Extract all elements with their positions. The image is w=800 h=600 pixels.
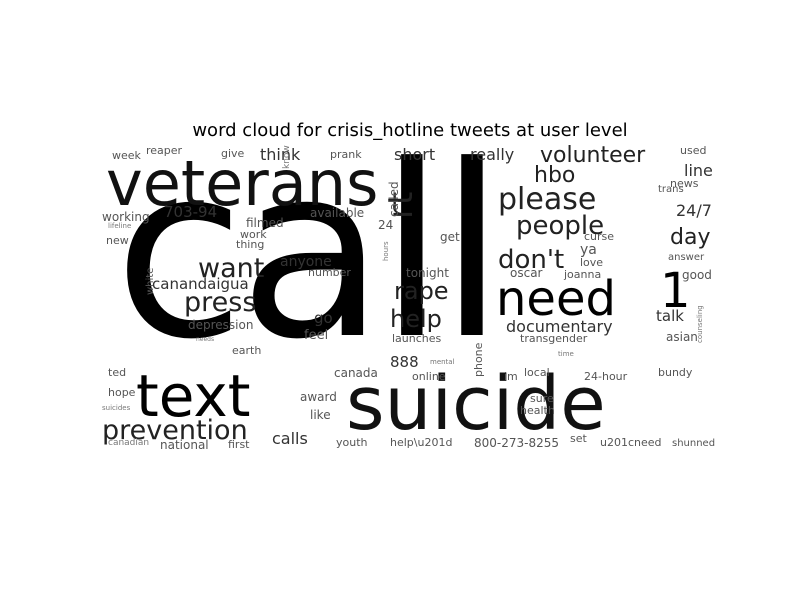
word-week: week bbox=[112, 149, 141, 162]
word-counseling: counseling bbox=[696, 305, 704, 343]
word-help-quote: help\u201d bbox=[390, 436, 453, 449]
word-703-94: 703-94 bbox=[164, 203, 218, 221]
word-set: set bbox=[570, 432, 587, 445]
word-transgender: transgender bbox=[520, 332, 588, 345]
word-youth: youth bbox=[336, 436, 368, 449]
word-lifeline: lifeline bbox=[108, 222, 132, 230]
word-anyone: anyone bbox=[280, 254, 332, 270]
word-phone-number: 800-273-8255 bbox=[474, 436, 560, 450]
word-shunned: shunned bbox=[672, 438, 716, 449]
word-really: really bbox=[470, 145, 515, 164]
word-veterans: veterans bbox=[106, 147, 379, 220]
chart-title: word cloud for crisis_hotline tweets at … bbox=[192, 120, 628, 141]
word-documentary: documentary bbox=[506, 317, 613, 336]
word-888: 888 bbox=[390, 353, 419, 371]
word-first: first bbox=[228, 438, 250, 451]
word-number: number bbox=[308, 266, 351, 279]
word-im: im bbox=[504, 370, 518, 383]
word-call: call bbox=[114, 145, 505, 392]
word-text: text bbox=[136, 362, 251, 430]
word-needs: needs bbox=[196, 336, 215, 343]
word-curse: curse bbox=[584, 230, 615, 243]
word-local: local bbox=[524, 366, 550, 379]
word-answer: answer bbox=[668, 252, 705, 263]
word-volunteer: volunteer bbox=[540, 145, 646, 168]
word-rape: rape bbox=[394, 277, 449, 305]
word-suicide: suicide bbox=[346, 361, 606, 447]
word-depression: depression bbox=[188, 318, 254, 332]
word-like: like bbox=[310, 408, 331, 422]
word-phone: phone bbox=[472, 342, 485, 377]
word-suicides: suicides bbox=[102, 404, 131, 412]
word-canadian: canadian bbox=[108, 438, 150, 448]
word-new: new bbox=[106, 234, 129, 247]
word-time: time bbox=[558, 350, 574, 358]
word-mental: mental bbox=[430, 358, 455, 366]
word-talk: talk bbox=[656, 307, 684, 325]
word-white: white bbox=[145, 267, 156, 295]
word-1: 1 bbox=[660, 263, 691, 319]
word-tonight: tonight bbox=[406, 266, 449, 280]
word-go: go bbox=[314, 309, 333, 327]
word-24: 24 bbox=[378, 218, 394, 232]
word-short: short bbox=[394, 145, 436, 164]
word-oscar: oscar bbox=[510, 266, 543, 280]
word-uneed: u201cneed bbox=[600, 436, 662, 449]
word-hbo: hbo bbox=[534, 163, 576, 188]
word-used: used bbox=[680, 145, 707, 157]
word-hours: hours bbox=[382, 241, 390, 261]
word-called: called bbox=[387, 181, 401, 217]
word-reaper: reaper bbox=[146, 145, 183, 157]
word-prevention: prevention bbox=[102, 415, 248, 446]
word-ya: ya bbox=[580, 242, 597, 258]
word-give: give bbox=[221, 147, 245, 160]
word-launches: launches bbox=[392, 332, 442, 345]
word-need: need bbox=[496, 271, 616, 327]
word-love: love bbox=[580, 256, 604, 269]
word-trans: trans bbox=[658, 184, 684, 195]
word-bundy: bundy bbox=[658, 366, 693, 379]
word-health: health bbox=[520, 404, 555, 417]
word-people: people bbox=[516, 211, 605, 241]
word-canandaigua: canandaigua bbox=[152, 275, 249, 293]
word-hope: hope bbox=[108, 386, 136, 399]
word-want: want bbox=[198, 253, 265, 284]
word-work: work bbox=[240, 228, 267, 241]
word-joanna: joanna bbox=[564, 268, 602, 281]
word-available: available bbox=[310, 206, 365, 220]
word-help: help bbox=[390, 305, 442, 333]
word-sure: sure bbox=[530, 392, 554, 405]
word-24-7: 24/7 bbox=[676, 201, 712, 220]
word-ted: ted bbox=[108, 366, 127, 379]
word-know: know bbox=[282, 145, 292, 169]
word-get: get bbox=[440, 230, 460, 244]
word-24-hour: 24-hour bbox=[584, 370, 628, 383]
word-good: good bbox=[682, 268, 712, 282]
word-press: press bbox=[184, 287, 257, 318]
word-calls: calls bbox=[272, 429, 308, 448]
word-asian: asian bbox=[666, 330, 698, 344]
word-thing: thing bbox=[236, 238, 265, 251]
word-canada: canada bbox=[334, 366, 378, 380]
word-filmed: filmed bbox=[246, 216, 284, 230]
word-think: think bbox=[260, 145, 301, 164]
word-award: award bbox=[300, 390, 337, 404]
word-earth: earth bbox=[232, 344, 262, 357]
word-dont: don't bbox=[498, 245, 565, 275]
word-news: news bbox=[670, 177, 699, 190]
word-line: line bbox=[684, 161, 713, 180]
word-cloud: call veterans suicide text need 1 please… bbox=[100, 145, 720, 455]
word-please: please bbox=[498, 182, 597, 217]
word-national: national bbox=[160, 438, 209, 452]
word-feel: feel bbox=[304, 328, 329, 343]
word-working: working bbox=[102, 210, 150, 224]
word-prank: prank bbox=[330, 148, 362, 161]
word-day: day bbox=[670, 225, 711, 250]
word-online: online bbox=[412, 370, 446, 383]
